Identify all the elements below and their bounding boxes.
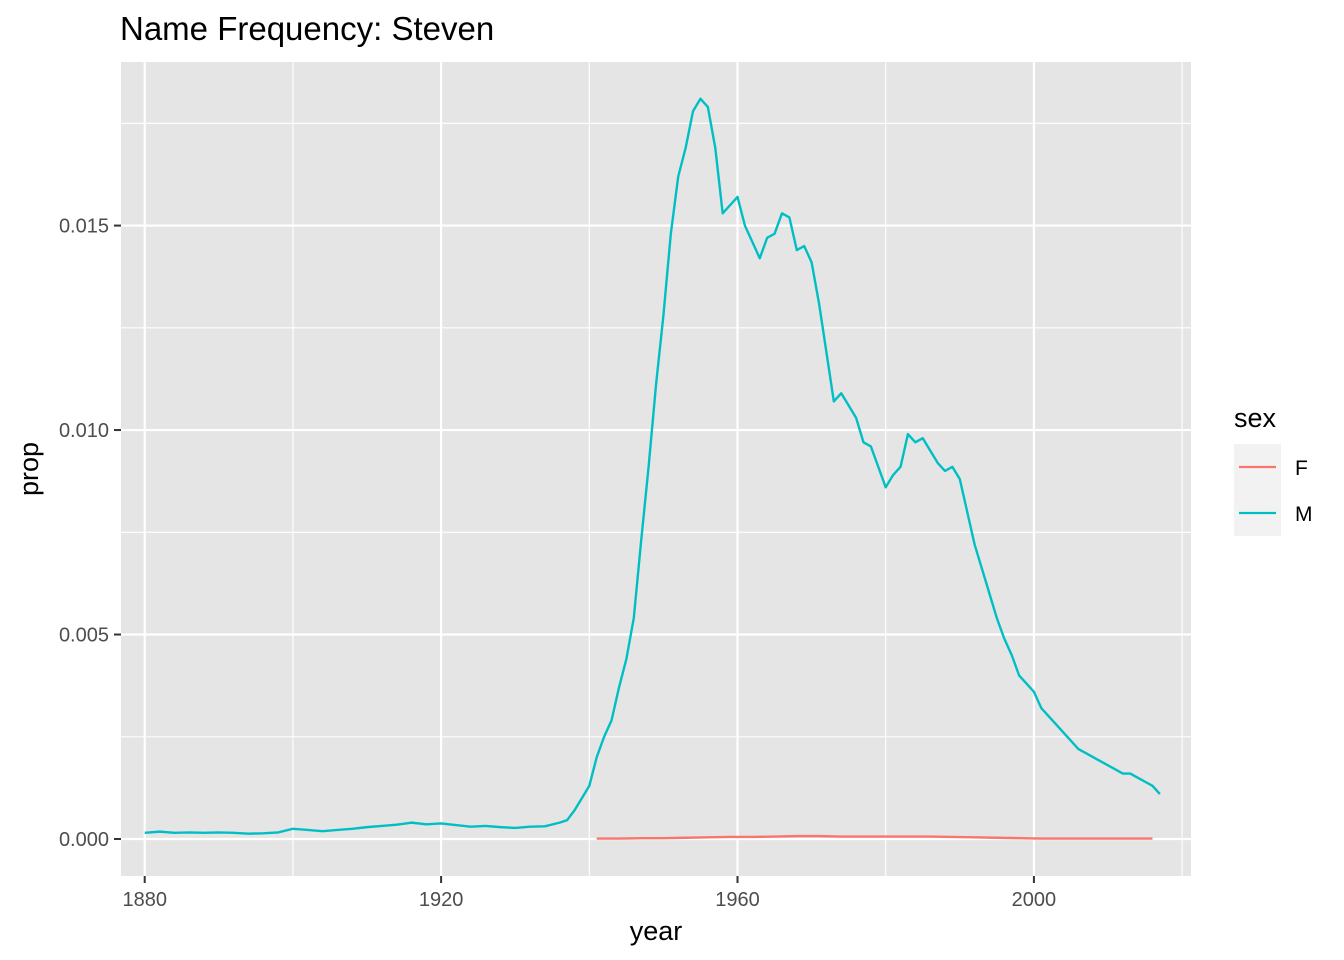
series-line-m	[144, 97, 1161, 835]
x-axis-title: year	[630, 916, 683, 946]
x-axis: 1880 1920 1960 2000	[122, 876, 1056, 911]
minor-gridlines	[121, 62, 1191, 876]
x-tick-label-2000: 2000	[1012, 889, 1057, 911]
panel-background	[121, 62, 1191, 876]
legend-label-f: F	[1295, 457, 1308, 480]
legend: sex F M	[1234, 403, 1313, 536]
legend-title: sex	[1234, 403, 1277, 433]
series-layer	[144, 97, 1161, 840]
x-tick-label-1880: 1880	[122, 889, 167, 911]
y-tick-label-0-005: 0.005	[59, 625, 109, 647]
y-axis-title: prop	[14, 442, 44, 496]
legend-keys-background	[1234, 444, 1281, 536]
legend-entry-m: M	[1239, 503, 1313, 526]
series-line-f	[596, 834, 1153, 840]
y-tick-label-0-010: 0.010	[59, 420, 109, 442]
x-tick-label-1960: 1960	[715, 889, 760, 911]
chart-title: Name Frequency: Steven	[120, 10, 494, 47]
y-tick-label-0-000: 0.000	[59, 829, 109, 851]
legend-entry-f: F	[1239, 457, 1308, 480]
y-axis: 0.000 0.005 0.010 0.015	[59, 216, 121, 851]
x-tick-label-1920: 1920	[419, 889, 464, 911]
legend-label-m: M	[1295, 503, 1313, 526]
plot-panel	[121, 62, 1191, 876]
y-tick-label-0-015: 0.015	[59, 216, 109, 238]
